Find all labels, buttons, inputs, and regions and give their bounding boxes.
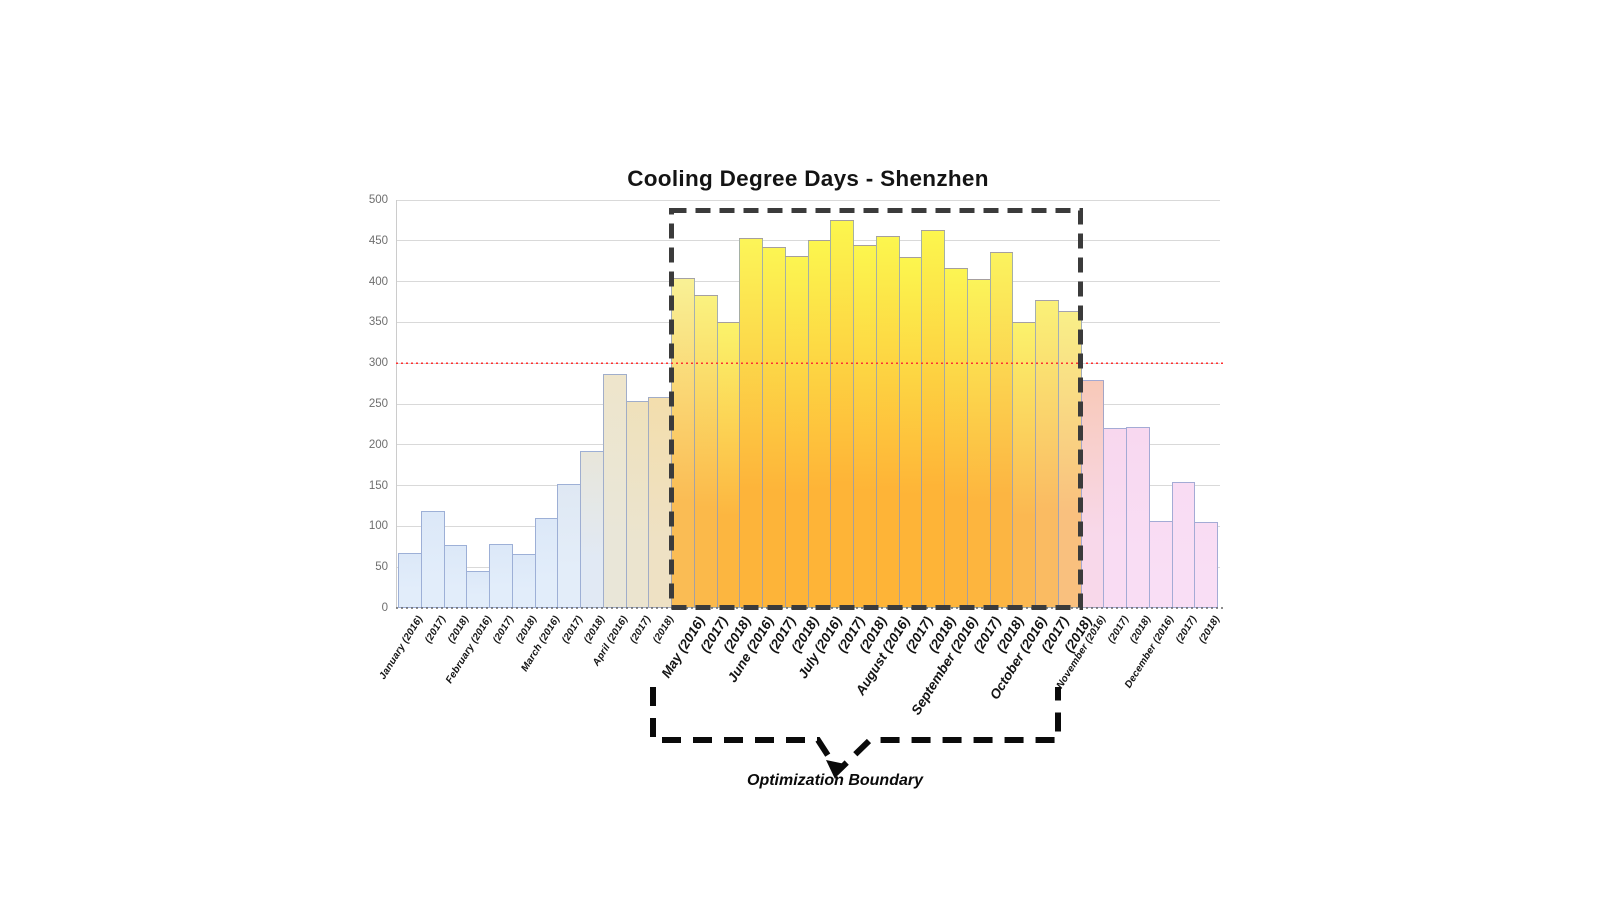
bar-August2016: [875, 235, 900, 608]
plot-area: 0 50 100 150 200 250 300 350 400 450 500: [369, 194, 1220, 614]
y-tick-label-0: 0: [381, 602, 388, 614]
y-tick-label-250: 250: [368, 398, 388, 410]
bar-December2016: [1148, 520, 1173, 608]
bar-2018: [716, 322, 741, 608]
y-tick-label-100: 100: [368, 520, 388, 533]
bar-2017: [489, 543, 513, 608]
y-tick-label-150: 150: [368, 479, 388, 492]
bar-2017: [557, 483, 581, 608]
bar-March2016: [534, 518, 559, 608]
y-tick-label-200: 200: [368, 438, 388, 451]
bar-2018: [989, 252, 1014, 608]
bar-2017: [420, 510, 445, 608]
bar-November2016: [1080, 379, 1105, 608]
chart-title: Cooling Degree Days - Shenzhen: [627, 166, 989, 191]
bar-2018: [1057, 310, 1082, 608]
bar-2017: [1103, 427, 1127, 608]
bar-June2016: [739, 237, 763, 608]
bar-2017: [625, 400, 650, 608]
bar-2018: [443, 545, 468, 608]
bar-2018: [648, 397, 672, 608]
bar-July2016: [807, 239, 832, 608]
bar-April2016: [602, 373, 627, 608]
bar-2017: [898, 257, 923, 608]
y-tick-label-350: 350: [368, 316, 388, 329]
bar-May2016: [671, 278, 695, 608]
bar-2018: [921, 230, 945, 608]
y-tick-label-400: 400: [368, 275, 388, 288]
bar-2018: [580, 451, 604, 608]
bar-September2016: [944, 267, 968, 608]
bar-February2016: [466, 571, 490, 608]
bar-2017: [693, 295, 718, 608]
y-tick-label-50: 50: [375, 561, 388, 574]
bar-2017: [762, 247, 786, 608]
bar-2018: [784, 256, 809, 608]
bar-2017: [830, 220, 854, 608]
y-tick-label-300: 300: [368, 357, 388, 370]
gridline-500: [396, 199, 1220, 201]
bar-2017: [1171, 482, 1196, 608]
bar-2018: [511, 554, 536, 608]
y-tick-label-500: 500: [368, 194, 388, 206]
bar-2017: [1035, 299, 1059, 608]
optimization-boundary-label: Optimization Boundary: [747, 772, 923, 789]
bar-2018: [1194, 521, 1218, 608]
bar-January2016: [398, 552, 422, 608]
bar-2018: [1126, 426, 1150, 608]
bar-2017: [966, 279, 991, 608]
bar-October2016: [1012, 321, 1036, 608]
bar-2018: [853, 244, 877, 608]
y-tick-label-450: 450: [368, 234, 388, 247]
